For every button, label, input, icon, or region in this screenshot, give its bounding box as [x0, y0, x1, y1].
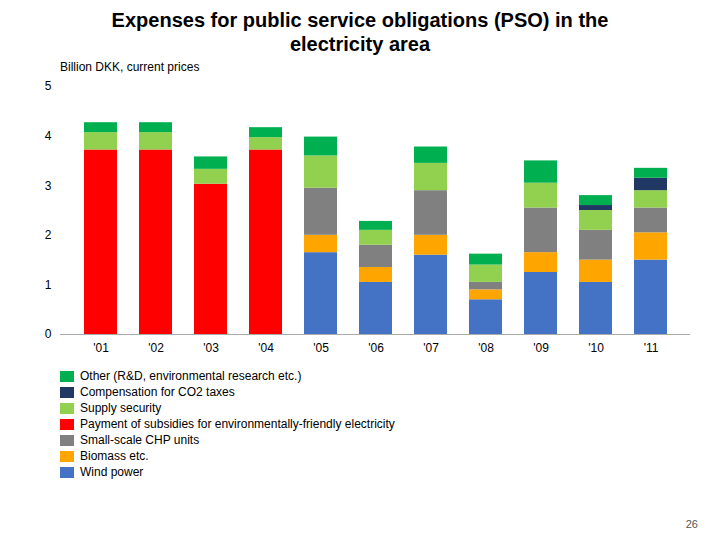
svg-text:'01: '01 — [93, 341, 109, 355]
svg-text:1: 1 — [45, 278, 52, 292]
svg-text:0: 0 — [45, 327, 52, 341]
html-text:Small-scale CHP units: Small-scale CHP units — [80, 433, 200, 447]
html-text:Billion DKK, current prices: Billion DKK, current prices — [60, 60, 200, 74]
html-text:Wind power: Wind power — [80, 465, 144, 479]
svg-text:3: 3 — [45, 179, 52, 193]
svg-text:'08: '08 — [478, 341, 494, 355]
svg-text:'10: '10 — [588, 341, 604, 355]
svg-text:2: 2 — [45, 228, 52, 242]
svg-text:'09: '09 — [533, 341, 549, 355]
html-text:26: 26 — [685, 518, 698, 530]
svg-text:'11: '11 — [644, 341, 659, 355]
html-text:Expenses for public service ob: Expenses for public service obligations … — [111, 9, 609, 55]
svg-text:'07: '07 — [423, 341, 439, 355]
svg-text:'03: '03 — [203, 341, 219, 355]
svg-text:'06: '06 — [368, 341, 384, 355]
svg-text:'02: '02 — [148, 341, 164, 355]
html-text:Payment of subsidies for envir: Payment of subsidies for environmentally… — [80, 417, 395, 431]
html-text:Compensation for CO2 taxes: Compensation for CO2 taxes — [80, 385, 235, 399]
html-text:Supply security: Supply security — [80, 401, 162, 415]
svg-text:'04: '04 — [258, 341, 274, 355]
svg-text:'05: '05 — [313, 341, 329, 355]
html-text:Biomass etc.: Biomass etc. — [80, 449, 149, 463]
html-text:Other (R&D, environmental rese: Other (R&D, environmental research etc.) — [80, 369, 302, 383]
svg-text:4: 4 — [45, 129, 52, 143]
svg-text:5: 5 — [45, 79, 52, 93]
